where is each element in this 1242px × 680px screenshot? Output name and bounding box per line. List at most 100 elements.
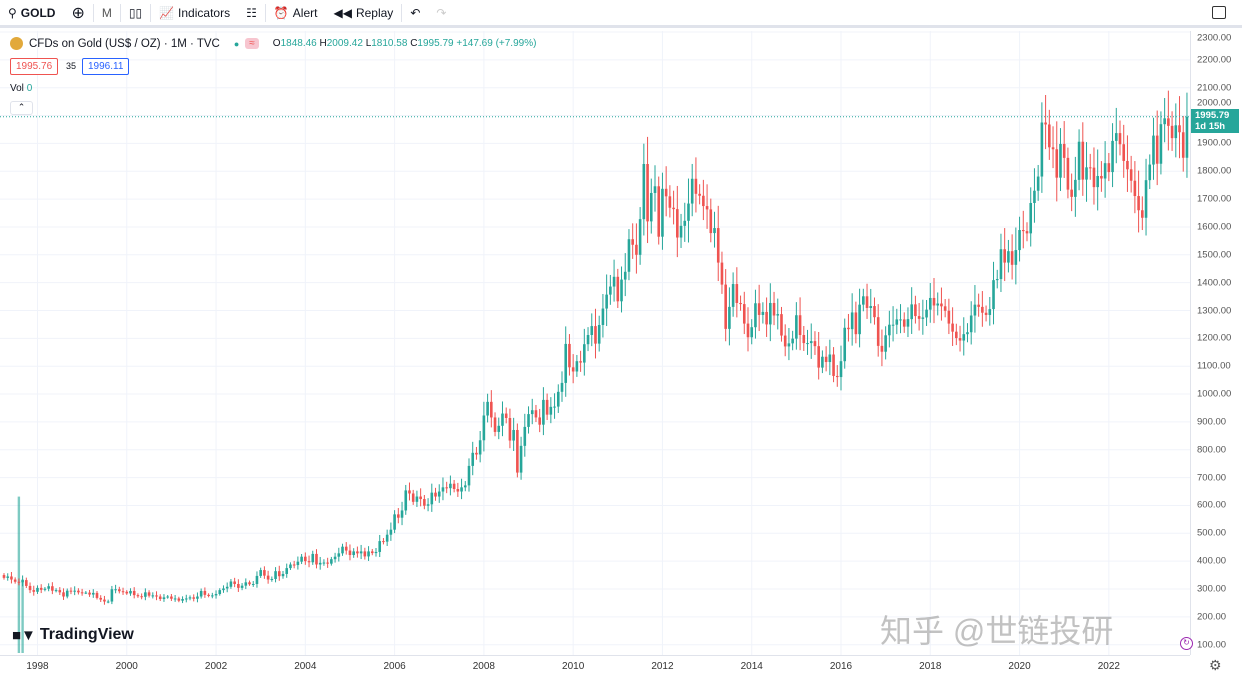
candle-body [1185,116,1189,158]
candle-body [798,315,802,336]
candle-body [538,417,541,425]
candle-body [51,586,54,591]
candle-body [77,590,80,593]
candle-body [244,582,248,586]
time-tick-label: 2022 [1097,661,1120,672]
replay-button[interactable]: ◀◀ Replay [325,0,401,27]
compare-button[interactable]: ⊕ [63,0,92,27]
candle-body [233,581,236,584]
candle-body [99,597,103,600]
volume-label: Vol [10,83,24,94]
candle-body [1029,202,1033,234]
candle-body [318,562,322,565]
candle-body [821,356,824,368]
log-scale-icon[interactable]: ↻ [1180,637,1193,650]
volume-legend: Vol 0 [10,83,32,94]
last-price-tag: 1995.79 1d 15h [1191,108,1239,133]
ohlc-values: O1848.46 H2009.42 L1810.58 C1995.79 +147… [273,38,537,49]
candle-body [389,529,393,535]
tradingview-logo[interactable]: ■▼ TradingView [12,626,134,644]
fullscreen-button[interactable] [1204,0,1234,27]
candle-body [17,581,21,583]
price-tick-label: 800.00 [1197,444,1227,456]
candle-body [423,499,426,506]
candle-body [835,375,839,378]
candle-body [1021,230,1025,232]
candle-body [88,592,91,595]
price-tick-label: 1400.00 [1197,277,1232,289]
price-tick-label: 1800.00 [1197,165,1232,177]
time-axis[interactable]: 1998 2000 2002 2004 2006 2008 2010 2012 2014 2016… [0,655,1190,680]
price-chart[interactable] [0,31,1190,655]
candle-body [705,206,709,210]
candle-body [862,296,865,305]
candle-body [817,346,820,368]
undo-button[interactable]: ↶ [402,0,428,27]
buy-price-button[interactable]: 1996.11 [82,58,130,75]
plus-circle-icon: ⊕ [71,4,85,22]
candle-body [106,601,110,603]
bar-countdown: 1d 15h [1195,120,1226,132]
time-tick-label: 2002 [204,661,228,672]
candle-body [523,426,527,446]
candle-body [333,556,337,560]
candle-body [311,553,315,563]
candle-body [460,487,463,492]
templates-button[interactable]: ☷ [238,0,265,27]
candle-body [486,401,489,416]
candle-body [344,546,348,551]
candle-body [664,188,668,197]
replay-label: Replay [355,5,394,20]
candle-body [482,415,486,441]
candle-body [277,571,281,577]
candle-body [1007,251,1010,263]
price-axis[interactable]: 2300.00 2200.00 2100.00 2000.00 1900.00 1800.… [1190,31,1242,655]
candle-body [445,487,448,489]
candle-body [162,597,166,600]
candle-body [702,195,705,207]
candle-body [724,284,727,329]
symbol-search-button[interactable]: ⚲ GOLD [8,5,56,20]
candle-body [501,413,504,426]
candle-body [888,324,891,336]
interval-button[interactable]: M [94,0,120,27]
candle-body [289,564,292,569]
approx-badge: ≈ [245,38,259,49]
candle-body [136,595,140,597]
sell-price-button[interactable]: 1995.76 [10,58,59,75]
candle-body [25,580,28,586]
candle-body [530,410,534,415]
candle-body [568,343,571,368]
alert-button[interactable]: ⏰ Alert [266,0,326,27]
time-tick-label: 2016 [829,661,853,672]
candle-body [62,592,65,597]
candle-body [709,209,713,234]
candle-body [716,228,720,263]
candle-body [1088,167,1092,169]
candle-body [155,595,158,597]
redo-button[interactable]: ↷ [428,0,454,27]
chart-type-button[interactable]: ▯▯ [121,0,150,27]
indicators-button[interactable]: 📈 Indicators [151,0,238,27]
candle-body [914,304,917,317]
candle-body [995,279,999,281]
candle-body [110,589,114,602]
candle-body [326,562,329,564]
settings-icon[interactable]: ⚙ [1209,657,1222,673]
candle-body [1096,175,1099,188]
candle-body [307,561,311,563]
candle-body [683,220,687,226]
candle-body [95,592,99,598]
chart-canvas[interactable] [0,31,1190,655]
candle-body [207,594,210,596]
candle-body [1114,133,1118,141]
low-label: L [365,38,372,49]
collapse-legend-button[interactable]: ⌃ [10,101,33,115]
candle-body [1003,249,1006,263]
candle-body [129,590,132,594]
candle-body [84,592,88,594]
candle-body [1010,251,1014,265]
candle-body [441,487,445,492]
price-tick-label: 1500.00 [1197,249,1232,261]
candle-body [527,414,530,427]
